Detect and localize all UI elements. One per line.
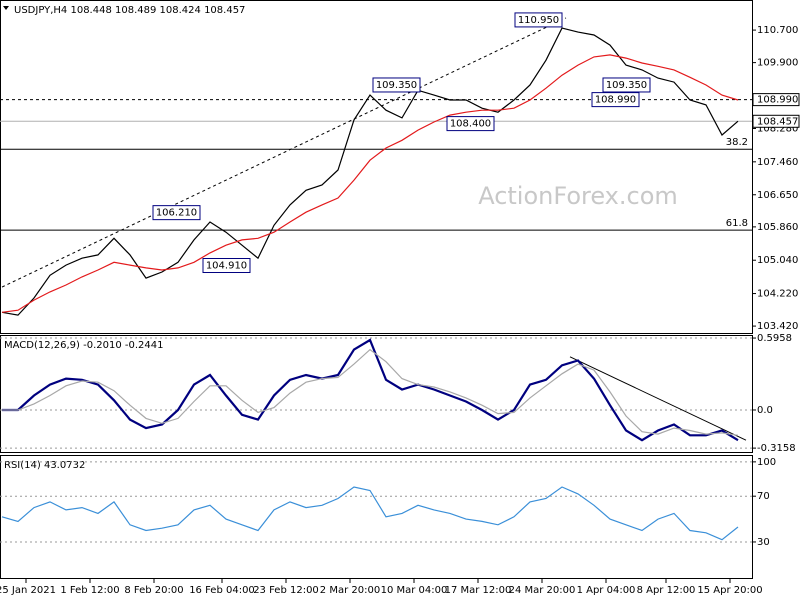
level-label: 38.2 (726, 137, 748, 148)
price-box (514, 12, 563, 28)
y-tick-label: 109.900 (757, 58, 798, 69)
x-tick-label: 23 Feb 12:00 (253, 585, 319, 596)
panel-frame (0, 455, 753, 579)
level-tag (752, 93, 800, 107)
price-box (591, 92, 640, 108)
y-tick-label: 107.460 (757, 157, 798, 168)
price-box (372, 77, 421, 93)
watermark: ActionForex.com (478, 182, 678, 210)
y-tick-label: -0.3158 (757, 443, 796, 454)
y-tick-label: 70 (757, 491, 770, 502)
panel-title: RSI(14) 43.0732 (4, 460, 85, 471)
price-box-label: 106.210 (156, 208, 197, 219)
price-box-label: 108.990 (595, 95, 636, 106)
price-box (202, 258, 251, 274)
y-tick-label: 0.0 (757, 405, 773, 416)
level-label: 108.457 (757, 116, 798, 127)
price-box-label: 104.910 (206, 261, 247, 272)
y-tick-label: 106.650 (757, 190, 798, 201)
x-tick-label: 1 Apr 04:00 (577, 585, 636, 596)
trendline (1, 17, 567, 288)
x-tick-label: 16 Feb 04:00 (189, 585, 255, 596)
y-tick-label: 105.040 (757, 255, 798, 266)
y-tick-label: 110.700 (757, 25, 798, 36)
x-tick-label: 8 Apr 12:00 (637, 585, 696, 596)
price-box-label: 108.400 (450, 119, 491, 130)
x-tick-label: 2 Mar 20:00 (320, 585, 380, 596)
panel-frame (0, 335, 753, 453)
series-line (1, 486, 739, 541)
x-tick-label: 15 Apr 20:00 (697, 585, 762, 596)
panel-frame (0, 0, 753, 334)
y-tick-label: 30 (757, 537, 770, 548)
y-tick-label: 104.220 (757, 289, 798, 300)
y-tick-label: 103.420 (757, 321, 798, 332)
x-tick-label: 10 Mar 04:00 (381, 585, 448, 596)
price-box-label: 109.350 (376, 80, 417, 91)
menu-triangle (3, 6, 9, 10)
x-tick-label: 24 Mar 20:00 (509, 585, 576, 596)
level-tag (752, 114, 800, 128)
level-label: 61.8 (726, 218, 748, 229)
price-box (602, 77, 651, 93)
x-tick-label: 17 Mar 12:00 (445, 585, 512, 596)
series-line (2, 348, 739, 436)
y-tick-label: 108.280 (757, 123, 798, 134)
y-tick-label: 105.860 (757, 222, 798, 233)
x-tick-label: 8 Feb 20:00 (124, 585, 183, 596)
series-line (2, 338, 739, 442)
panel-title: USDJPY,H4 108.448 108.489 108.424 108.45… (14, 5, 245, 16)
y-tick-label: 100 (757, 457, 776, 468)
price-box-label: 110.950 (518, 15, 559, 26)
series-line (1, 27, 739, 316)
panel-title: MACD(12,26,9) -0.2010 -0.2441 (4, 340, 164, 351)
series-line (1, 54, 739, 313)
level-label: 108.990 (757, 95, 798, 106)
price-box (152, 205, 201, 221)
price-box-label: 109.350 (606, 80, 647, 91)
y-tick-label: 0.5958 (757, 333, 792, 344)
x-tick-label: 25 Jan 2021 (0, 585, 56, 596)
x-tick-label: 1 Feb 12:00 (60, 585, 119, 596)
trendline (569, 356, 747, 441)
price-box (446, 116, 495, 132)
